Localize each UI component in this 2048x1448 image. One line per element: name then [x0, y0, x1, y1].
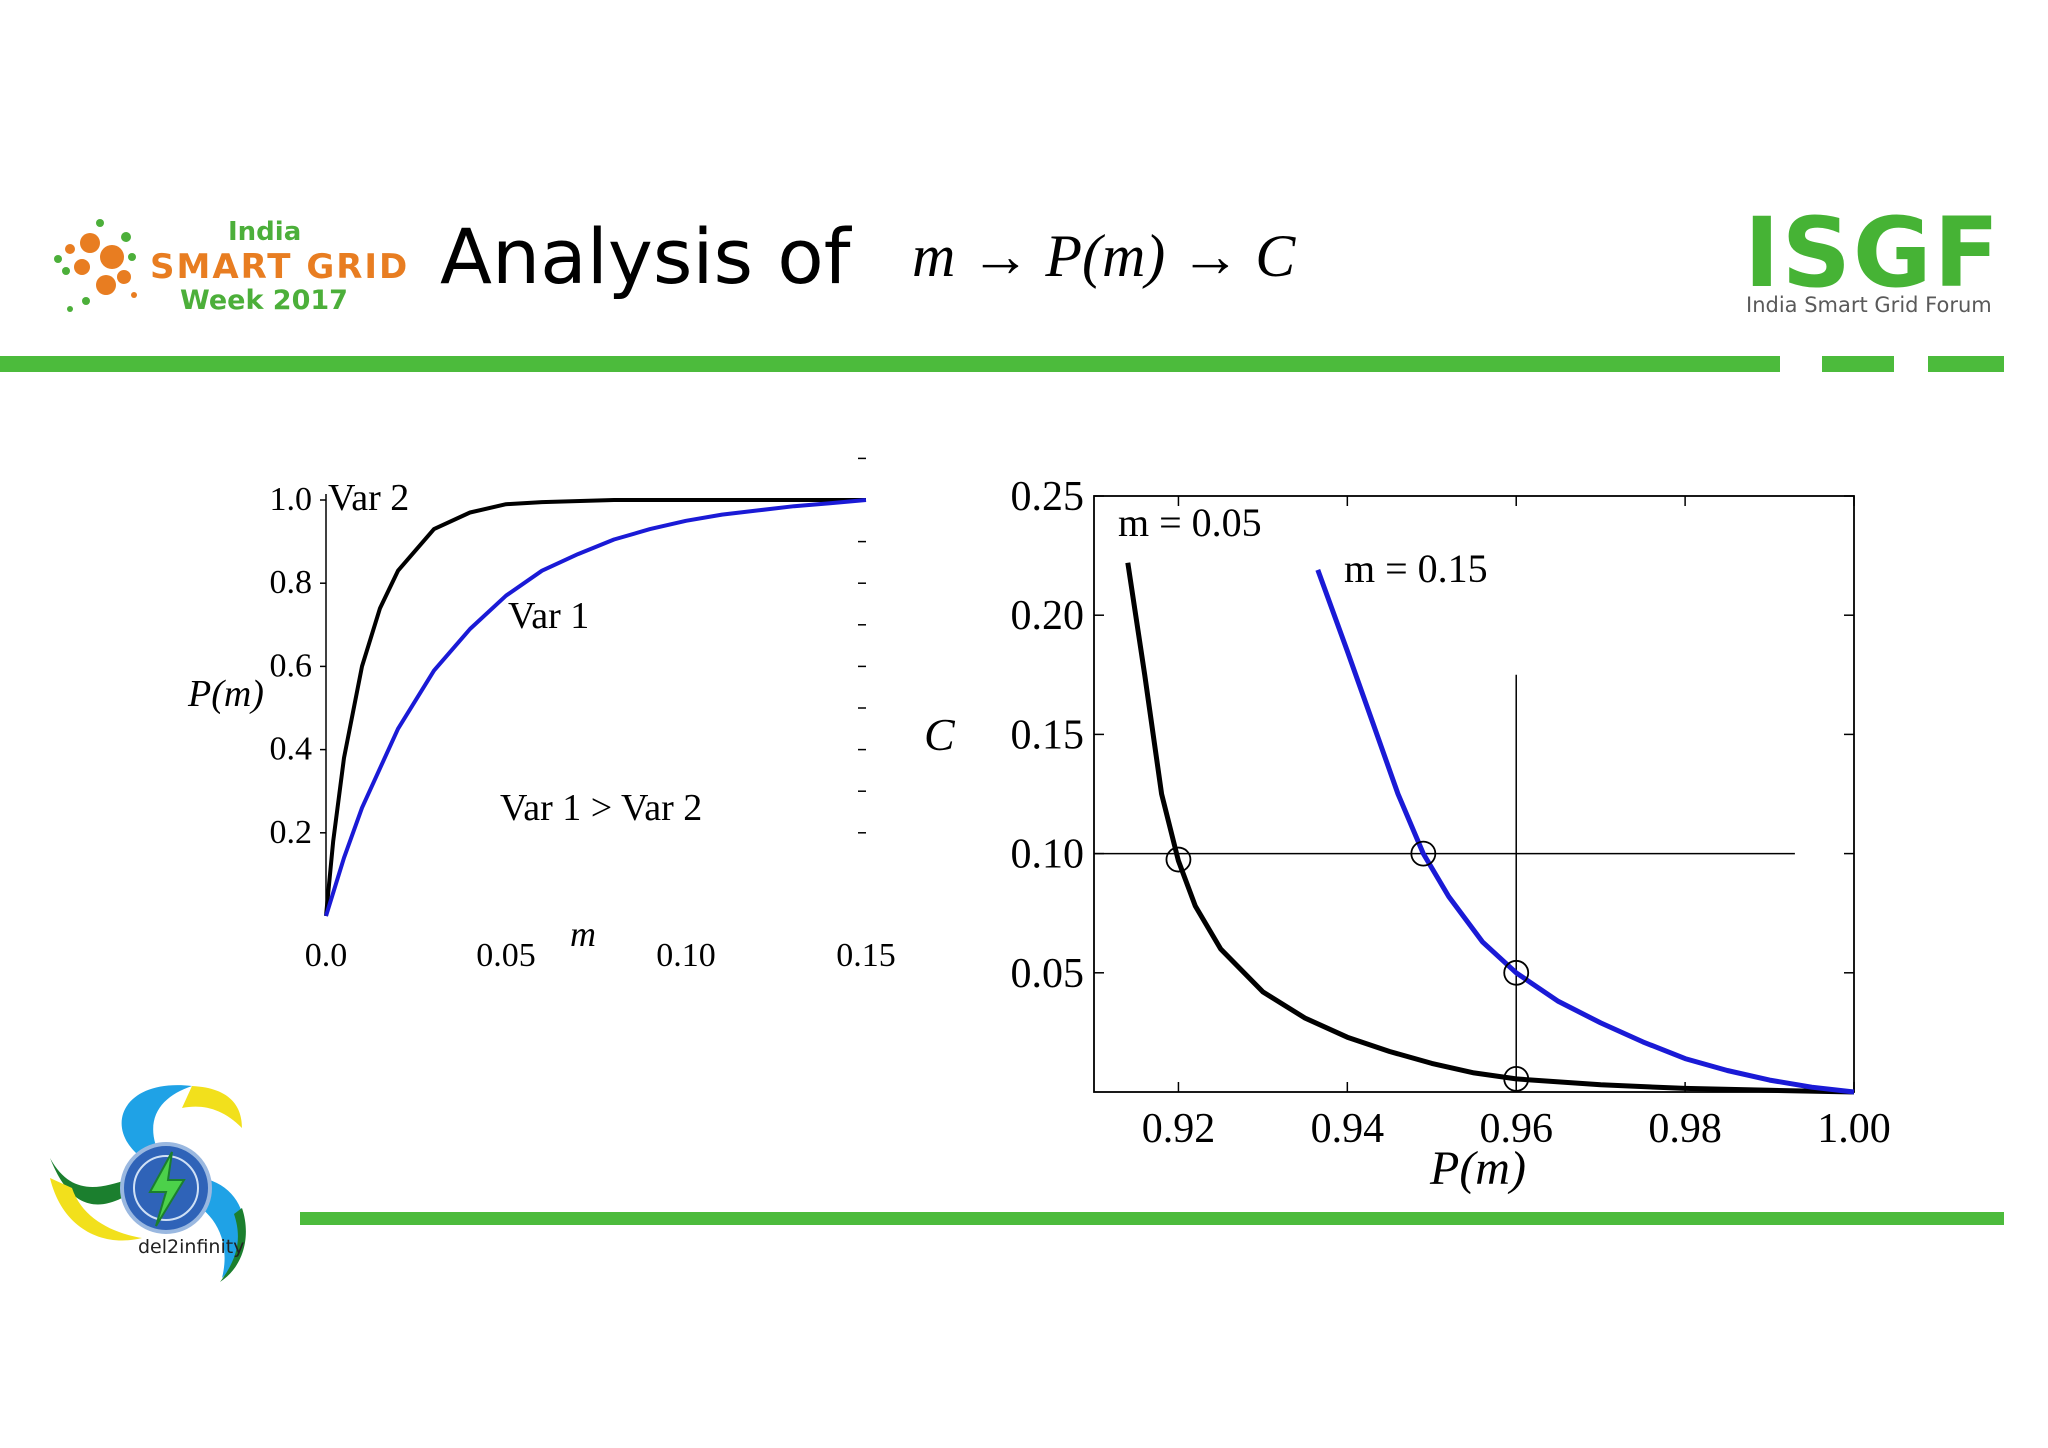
annotation-m-0-15: m = 0.15 — [1344, 546, 1488, 591]
chart2-axes — [1093, 495, 1855, 1093]
intersection-marker — [1410, 840, 1437, 867]
chart2-y-axis-label: C — [924, 709, 956, 760]
india-smart-grid-week-logo: India SMART GRID Week 2017 — [40, 205, 407, 325]
chart1-x-tick-label: 0.0 — [305, 937, 348, 974]
isgf-logo-text: ISGF — [1744, 197, 2002, 309]
chart2-markers — [1165, 840, 1530, 1092]
del2infinity-logo-text: del2infinity — [138, 1236, 245, 1258]
isgf-tagline: India Smart Grid Forum — [1746, 293, 1992, 317]
chart2-plot-frame — [1093, 495, 1855, 1093]
chart1-y-tick-label: 0.2 — [270, 814, 313, 851]
chart2-ticks: 0.05 0.10 0.15 0.20 0.25 0.92 0.94 0.96 0.98 1.00 — [1011, 474, 1891, 1152]
logo-text-week: Week 2017 — [180, 285, 348, 316]
annotation-var-2: Var 2 — [328, 477, 409, 519]
chart1-x-tick-label: 0.05 — [476, 937, 536, 974]
intersection-marker — [1165, 846, 1192, 873]
logo-text-smart-grid: SMART GRID — [150, 247, 410, 287]
chart2-x-axis-label: P(m) — [1429, 1142, 1526, 1195]
isgf-logo: ISGF India Smart Grid Forum — [1744, 197, 2004, 317]
chart2-x-tick-label: 0.98 — [1648, 1106, 1722, 1152]
chart1-y-tick-label: 0.4 — [270, 731, 313, 768]
chart1-y-tick-label: 0.6 — [270, 647, 313, 684]
del2infinity-swirl-icon — [50, 1085, 246, 1282]
chart2-x-tick-label: 0.92 — [1142, 1106, 1216, 1152]
chart1-ticks: 0.2 0.4 0.6 0.8 1.0 0.0 0.05 0.10 0.15 — [270, 457, 896, 974]
chart2-x-tick-label: 1.00 — [1817, 1106, 1891, 1152]
del2infinity-logo: del2infinity — [42, 1068, 272, 1288]
logo-text-india: India — [228, 217, 302, 247]
chart1-x-tick-label: 0.15 — [836, 937, 896, 974]
series-line-var-2 — [324, 498, 866, 917]
annotation-m-0-05: m = 0.05 — [1118, 500, 1262, 545]
chart2-y-tick-label: 0.15 — [1011, 712, 1085, 758]
chart2-y-tick-label: 0.05 — [1011, 951, 1085, 997]
intersection-marker — [1503, 959, 1530, 986]
header-dash — [1928, 356, 2004, 372]
intersection-marker — [1503, 1065, 1530, 1092]
footer-divider — [300, 1212, 2004, 1225]
annotation-var-1: Var 1 — [508, 595, 589, 637]
chart2-series — [1125, 562, 1855, 1095]
chart1-series — [324, 498, 867, 917]
slide-title: Analysis of — [440, 212, 851, 301]
dots-logo-icon — [54, 219, 137, 312]
chart2-y-tick-label: 0.10 — [1011, 832, 1085, 878]
chart1-y-axis-label: P(m) — [187, 673, 264, 715]
series-line-m-0-05 — [1125, 562, 1855, 1095]
header-dash — [1822, 356, 1894, 372]
chart2-x-tick-label: 0.96 — [1479, 1106, 1553, 1152]
chart1-y-tick-label: 0.8 — [270, 564, 313, 601]
title-formula: m → P(m) → C — [912, 223, 1296, 289]
chart1-x-tick-label: 0.10 — [656, 937, 716, 974]
series-line-m-0-15 — [1315, 569, 1855, 1095]
chart2-y-tick-label: 0.25 — [1011, 474, 1085, 520]
chart2-x-tick-label: 0.94 — [1311, 1106, 1385, 1152]
chart1-y-tick-label: 1.0 — [270, 481, 313, 518]
chart1-x-axis-label: m — [570, 914, 596, 954]
chart2-y-tick-label: 0.20 — [1011, 593, 1085, 639]
series-line-var-1 — [324, 498, 867, 917]
header-divider — [0, 356, 1780, 372]
annotation-var-comparison: Var 1 > Var 2 — [500, 787, 702, 829]
chart2-reference-lines — [1094, 674, 1795, 1092]
